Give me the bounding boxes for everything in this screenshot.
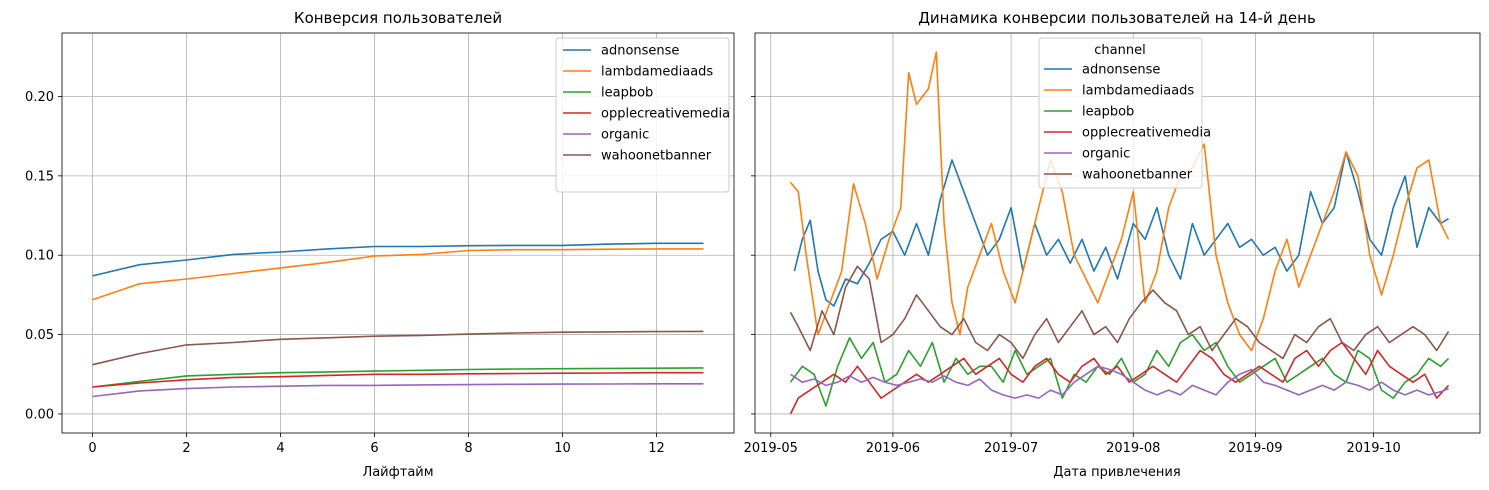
x-tick-label: 2019-10: [1346, 441, 1400, 456]
right-legend: channel adnonsense lambdamediaads leapbob o…: [1038, 37, 1211, 189]
x-tick-label: 12: [648, 441, 665, 456]
left-series-lines: [92, 242, 704, 398]
x-tick-label: 8: [464, 441, 472, 456]
left-legend: adnonsense lambdamediaads leapbob opplecrea…: [555, 37, 730, 193]
x-tick-label: 2019-09: [1228, 441, 1282, 456]
legend-label-lambdamediaads: lambdamediaads: [1082, 84, 1194, 99]
series-line-adnonsense: [92, 242, 704, 277]
series-line-leapbob: [789, 333, 1450, 407]
legend-label-adnonsense: adnonsense: [1082, 63, 1160, 78]
x-tick-label: 2019-05: [744, 441, 798, 456]
x-tick-label: 2019-06: [866, 441, 920, 456]
legend-label-leapbob: leapbob: [601, 86, 653, 101]
left-plot-frame: [61, 32, 735, 434]
legend-label-wahoonetbanner: wahoonetbanner: [601, 149, 712, 164]
series-line-opplecreativemedia: [789, 341, 1450, 415]
series-line-adnonsense: [793, 151, 1449, 307]
legend-label-lambdamediaads: lambdamediaads: [601, 65, 713, 80]
series-line-opplecreativemedia: [92, 371, 704, 388]
x-tick-label: 6: [370, 441, 378, 456]
series-line-leapbob: [92, 367, 704, 388]
legend-label-opplecreativemedia: opplecreativemedia: [601, 107, 730, 122]
x-tick-label: 2019-07: [984, 441, 1038, 456]
series-line-lambdamediaads: [789, 51, 1450, 352]
y-tick-label: 0.15: [25, 169, 54, 184]
series-line-wahoonetbanner: [789, 265, 1450, 360]
x-tick-label: 0: [88, 441, 96, 456]
legend-label-opplecreativemedia: opplecreativemedia: [1082, 126, 1211, 141]
x-tick-label: 10: [554, 441, 571, 456]
y-tick-label: 0.00: [25, 407, 54, 422]
left-axis-ticks: 0 2 4 6 8 10 12 0.00 0.05 0.10 0.15 0.20: [25, 90, 665, 456]
left-x-axis-label: Лайфтайм: [362, 465, 433, 480]
right-legend-title: channel: [1094, 43, 1145, 58]
x-tick-label: 2019-08: [1106, 441, 1160, 456]
series-line-organic: [790, 365, 1449, 399]
y-tick-label: 0.05: [25, 328, 54, 343]
right-legend-box: [1038, 37, 1203, 189]
right-chart: Динамика конверсии пользователей на 14-й…: [744, 9, 1481, 480]
legend-label-leapbob: leapbob: [1082, 105, 1134, 120]
legend-label-adnonsense: adnonsense: [601, 44, 679, 59]
series-line-organic: [92, 382, 704, 398]
right-axis-ticks: 2019-05 2019-06 2019-07 2019-08 2019-09 2019-…: [744, 96, 1401, 456]
left-chart-title: Конверсия пользователей: [294, 9, 502, 27]
y-tick-label: 0.20: [25, 90, 54, 105]
legend-label-organic: organic: [1082, 147, 1130, 162]
left-chart: Конверсия пользователей 0 2 4 6 8 10 12 0.00 0.0…: [25, 9, 735, 480]
series-line-wahoonetbanner: [92, 330, 704, 366]
x-tick-label: 4: [276, 441, 284, 456]
legend-label-wahoonetbanner: wahoonetbanner: [1082, 168, 1193, 183]
right-chart-title: Динамика конверсии пользователей на 14-й…: [918, 9, 1316, 27]
right-plot-frame: [754, 32, 1481, 434]
left-legend-box: [555, 37, 730, 193]
series-line-lambdamediaads: [92, 248, 704, 301]
y-tick-label: 0.10: [25, 249, 54, 264]
right-x-axis-label: Дата привлечения: [1053, 465, 1180, 480]
x-tick-label: 2: [182, 441, 190, 456]
right-series-lines: [789, 51, 1450, 415]
legend-label-organic: organic: [601, 128, 649, 143]
